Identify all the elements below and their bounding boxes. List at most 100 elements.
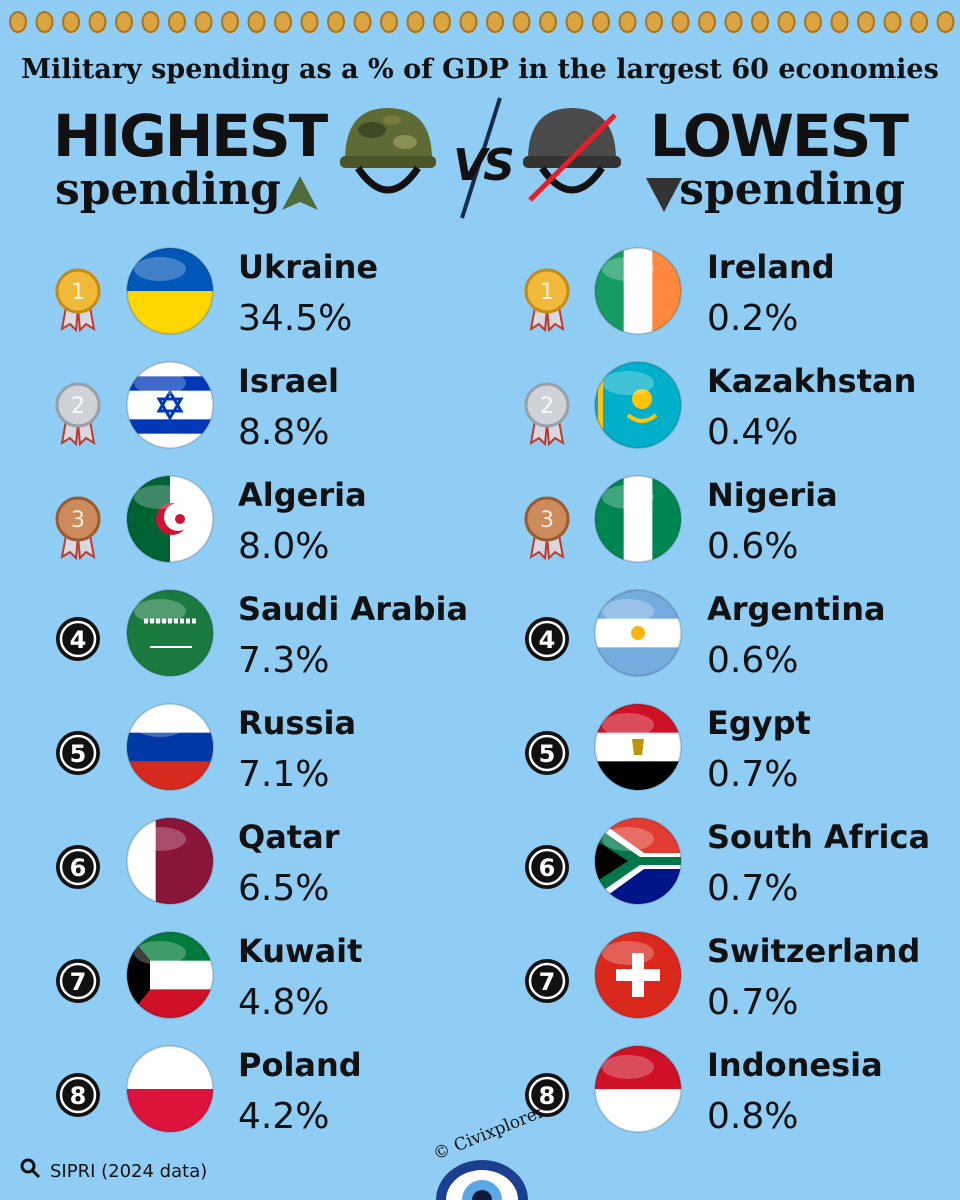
rank-ring — [59, 962, 97, 1000]
flag-stripe — [623, 476, 653, 562]
coin — [592, 11, 610, 33]
medal — [55, 496, 101, 542]
helmet-strap — [539, 165, 605, 194]
flag-shadow-ring — [594, 247, 682, 335]
flag-shadow-ring — [126, 1045, 214, 1133]
flag-emblem — [631, 626, 645, 640]
strike-line — [528, 113, 617, 202]
flag-shine — [602, 599, 654, 623]
flag-detail — [626, 413, 658, 423]
coin — [936, 11, 955, 33]
coin — [618, 11, 637, 33]
flag — [595, 932, 681, 1018]
country-name: South Africa — [707, 818, 930, 856]
country-name: Algeria — [238, 476, 367, 514]
header-left-small: spending — [55, 164, 281, 215]
country-name: Qatar — [238, 818, 340, 856]
rank-number: 6 — [539, 854, 556, 882]
coin — [168, 11, 186, 33]
flag-shadow-ring — [126, 589, 214, 677]
handle — [30, 1168, 41, 1179]
spending-value: 8.0% — [238, 526, 329, 567]
country-name: Egypt — [707, 704, 811, 742]
coin — [804, 11, 822, 33]
country-name: Russia — [238, 704, 356, 742]
rank-badge — [56, 617, 100, 661]
flag-shadow-ring — [594, 361, 682, 449]
spending-value: 0.4% — [707, 412, 798, 453]
vs-label: VS — [453, 140, 513, 191]
country-name: Saudi Arabia — [238, 590, 468, 628]
flag-shadow-ring — [126, 247, 214, 335]
helmet-rim — [523, 156, 621, 168]
flag-detail — [156, 397, 184, 421]
coin — [35, 11, 54, 33]
coin — [380, 11, 398, 33]
rank-number: 7 — [70, 968, 87, 996]
rank-number: 4 — [70, 626, 87, 654]
flag-shine — [602, 941, 654, 965]
country-name: Indonesia — [707, 1046, 883, 1084]
flag-shine — [134, 1055, 186, 1079]
country-name: Switzerland — [707, 932, 920, 970]
coin — [274, 11, 292, 33]
flag-stripe — [127, 590, 213, 676]
rank-ring — [528, 848, 566, 886]
eye-pupil — [472, 1190, 492, 1200]
flag-shine — [134, 941, 186, 965]
coin — [777, 11, 796, 33]
rank-badge — [525, 1073, 569, 1117]
flag-detail — [616, 969, 660, 981]
flag-stripe — [127, 732, 213, 762]
flag — [127, 590, 213, 676]
flag-shadow-ring — [126, 931, 214, 1019]
flag-detail — [156, 818, 166, 904]
flag-shadow-ring — [126, 361, 214, 449]
rank-badge — [525, 959, 569, 1003]
coin — [327, 11, 345, 33]
coin — [751, 11, 769, 33]
flag-shadow-ring — [594, 1045, 682, 1133]
header-right-big: LOWEST — [650, 102, 910, 170]
flag-stripe — [127, 376, 213, 392]
coin — [9, 11, 27, 33]
source: SIPRI (2024 data) — [50, 1161, 207, 1182]
coin — [645, 11, 663, 33]
helmet-right — [523, 108, 621, 202]
medal — [55, 268, 101, 314]
flag-detail — [156, 389, 184, 413]
spending-value: 0.2% — [707, 298, 798, 339]
country-name: Ireland — [707, 248, 835, 286]
flag-shine — [602, 827, 654, 851]
flag-shadow-ring — [594, 589, 682, 677]
rank-ring — [528, 1076, 566, 1114]
spending-value: 34.5% — [238, 298, 352, 339]
coin — [698, 11, 716, 33]
coin — [62, 11, 80, 33]
coin — [406, 11, 425, 33]
coin — [883, 11, 902, 33]
flag-shine — [602, 713, 654, 737]
coin-row — [9, 11, 955, 33]
flag-emblem — [632, 739, 644, 755]
header-left-big: HIGHEST — [53, 102, 329, 170]
rank-badge — [56, 959, 100, 1003]
flag-emblem — [595, 818, 681, 904]
coin — [512, 11, 531, 33]
flag-emblem — [616, 953, 660, 997]
flag-emblem — [156, 818, 166, 904]
coin — [433, 11, 451, 33]
rank-badge — [56, 1073, 100, 1117]
rank-ring — [528, 962, 566, 1000]
coin — [247, 11, 266, 33]
coin — [115, 11, 133, 33]
flag-shine — [602, 257, 654, 281]
up-arrow — [282, 176, 318, 210]
flag-detail — [598, 375, 603, 435]
spending-value: 4.2% — [238, 1096, 329, 1137]
flag-shine — [602, 1055, 654, 1079]
flag-shadow-ring — [594, 817, 682, 905]
rank-number: 1 — [540, 280, 554, 305]
